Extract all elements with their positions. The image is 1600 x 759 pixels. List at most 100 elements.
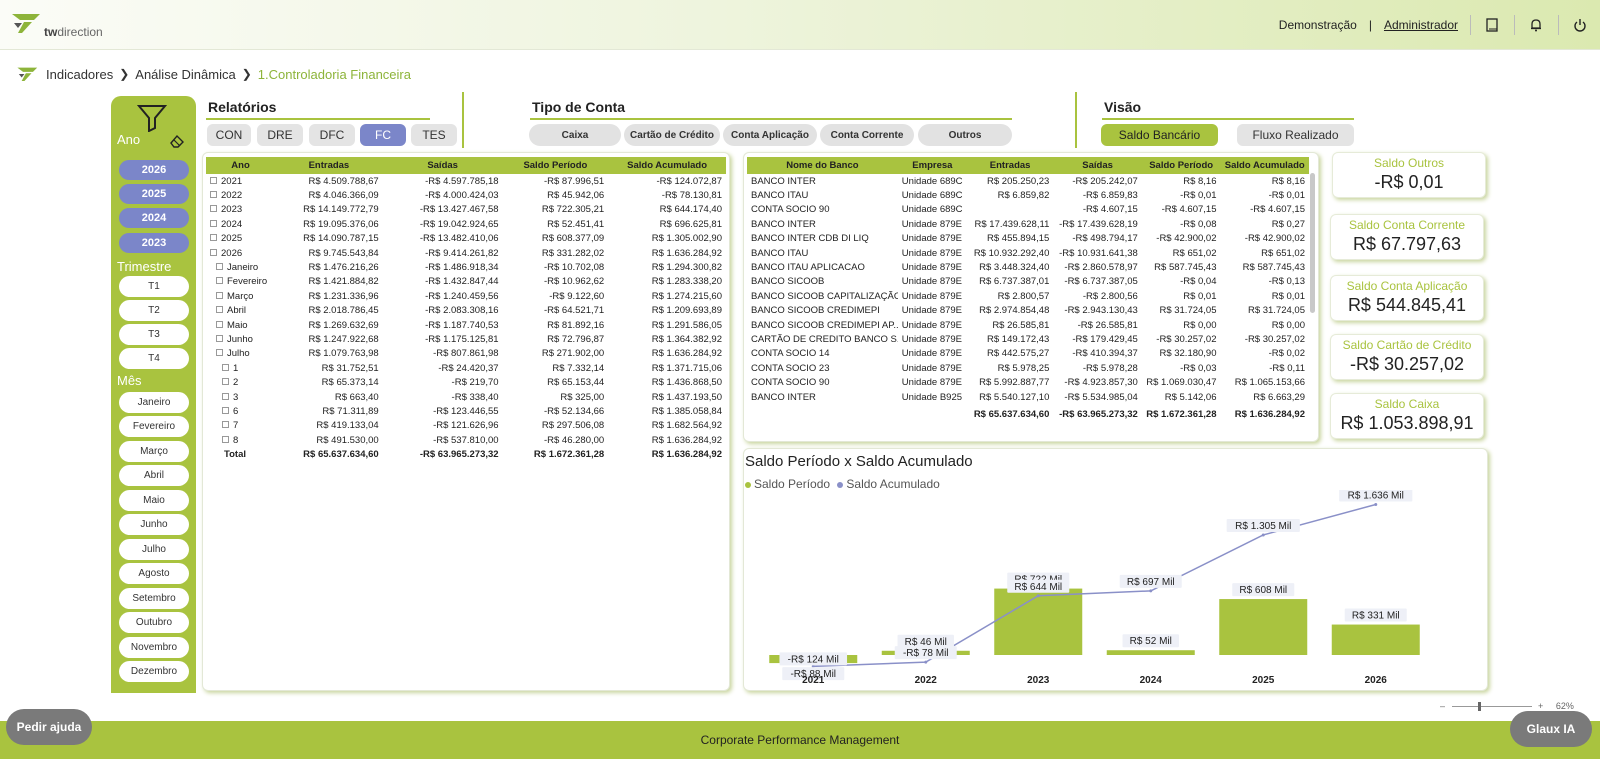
table-row[interactable]: CONTA SOCIO 14 Unidade 879E R$ 442.575,27 -… bbox=[747, 347, 1309, 361]
col-ano[interactable]: Ano bbox=[206, 157, 276, 174]
trimestre-t1-button[interactable]: T1 bbox=[119, 276, 189, 297]
table-row[interactable]: Abril R$ 2.018.786,45 -R$ 2.083.308,16 -R$ … bbox=[206, 304, 726, 318]
expand-icon[interactable] bbox=[210, 234, 217, 242]
visao-fluxo-realizado-button[interactable]: Fluxo Realizado bbox=[1237, 124, 1354, 146]
mes-abril-button[interactable]: Abril bbox=[119, 465, 189, 486]
tab-fc[interactable]: FC bbox=[360, 124, 406, 146]
bar-saldo-periodo[interactable] bbox=[1331, 624, 1420, 655]
expand-icon[interactable] bbox=[216, 306, 223, 314]
legend-saldo-acumulado[interactable]: Saldo Acumulado bbox=[846, 477, 940, 491]
mes-setembro-button[interactable]: Setembro bbox=[119, 588, 189, 609]
home-logo-icon[interactable] bbox=[16, 65, 40, 83]
point-saldo-acumulado[interactable] bbox=[1036, 594, 1040, 598]
demo-label[interactable]: Demonstração bbox=[1278, 18, 1357, 32]
row-label[interactable]: Julho bbox=[206, 347, 275, 361]
mes-junho-button[interactable]: Junho bbox=[119, 514, 189, 535]
expand-icon[interactable] bbox=[216, 320, 223, 328]
table-row[interactable]: 6 R$ 71.311,89 -R$ 123.446,55 -R$ 52.134,66… bbox=[206, 404, 726, 418]
expand-icon[interactable] bbox=[222, 363, 229, 371]
zoom-out-icon[interactable]: – bbox=[1440, 701, 1446, 711]
col-saldo-periodo[interactable]: Saldo Período bbox=[502, 157, 609, 174]
book-icon[interactable] bbox=[1470, 15, 1502, 35]
tipo-corrente-button[interactable]: Conta Corrente bbox=[820, 124, 914, 146]
table-row[interactable]: CONTA SOCIO 90 Unidade 879E R$ 5.992.887,7… bbox=[747, 375, 1309, 389]
expand-icon[interactable] bbox=[222, 406, 229, 414]
table-row[interactable]: 8 R$ 491.530,00 -R$ 537.810,00 -R$ 46.280,0… bbox=[206, 433, 726, 447]
expand-icon[interactable] bbox=[210, 205, 217, 213]
table-row[interactable]: Junho R$ 1.247.922,68 -R$ 1.175.125,81 R$ 7… bbox=[206, 332, 726, 346]
glaux-ai-button[interactable]: Glaux IA bbox=[1510, 711, 1592, 747]
row-label[interactable]: 8 bbox=[206, 433, 275, 447]
table-row[interactable]: BANCO INTER Unidade 689C R$ 205.250,23 -R$ … bbox=[747, 174, 1309, 188]
admin-link[interactable]: Administrador bbox=[1383, 18, 1458, 32]
expand-icon[interactable] bbox=[210, 191, 217, 199]
table-row[interactable]: 1 R$ 31.752,51 -R$ 24.420,37 R$ 7.332,14 R$ … bbox=[206, 361, 726, 375]
expand-icon[interactable] bbox=[210, 219, 217, 227]
col-entradas[interactable]: Entradas bbox=[966, 157, 1054, 174]
bell-icon[interactable] bbox=[1514, 15, 1546, 35]
trimestre-t3-button[interactable]: T3 bbox=[119, 324, 189, 345]
col-saldo-acumulado[interactable]: Saldo Acumulado bbox=[1220, 157, 1309, 174]
col-saidas[interactable]: Saídas bbox=[1053, 157, 1142, 174]
table-row[interactable]: 2021 R$ 4.509.788,67 -R$ 4.597.785,18 -R$ 8… bbox=[206, 174, 726, 188]
row-label[interactable]: Junho bbox=[206, 332, 275, 346]
mes-fevereiro-button[interactable]: Fevereiro bbox=[119, 416, 189, 437]
year-2024-button[interactable]: 2024 bbox=[119, 208, 189, 228]
year-2023-button[interactable]: 2023 bbox=[119, 233, 189, 253]
table-row[interactable]: 2022 R$ 4.046.366,09 -R$ 4.000.424,03 R$ 45… bbox=[206, 188, 726, 202]
table-row[interactable]: CONTA SOCIO 23 Unidade 879E R$ 5.978,25 -R$… bbox=[747, 361, 1309, 375]
row-label[interactable]: 2021 bbox=[206, 174, 275, 188]
year-2025-button[interactable]: 2025 bbox=[119, 184, 189, 204]
table-row[interactable]: 7 R$ 419.133,04 -R$ 121.626,96 R$ 297.506,0… bbox=[206, 419, 726, 433]
breadcrumb-analise[interactable]: Análise Dinâmica bbox=[135, 66, 236, 82]
tipo-caixa-button[interactable]: Caixa bbox=[529, 124, 621, 146]
tab-dre[interactable]: DRE bbox=[257, 124, 303, 146]
row-label[interactable]: 2022 bbox=[206, 188, 275, 202]
point-saldo-acumulado[interactable] bbox=[1374, 502, 1378, 506]
point-saldo-acumulado[interactable] bbox=[1261, 533, 1265, 537]
help-button[interactable]: Pedir ajuda bbox=[6, 709, 92, 745]
power-icon[interactable] bbox=[1558, 15, 1590, 35]
expand-icon[interactable] bbox=[222, 421, 229, 429]
row-label[interactable]: 1 bbox=[206, 361, 275, 375]
row-label[interactable]: 7 bbox=[206, 419, 275, 433]
expand-icon[interactable] bbox=[210, 176, 217, 184]
year-2026-button[interactable]: 2026 bbox=[119, 160, 189, 180]
mes-novembro-button[interactable]: Novembro bbox=[119, 637, 189, 658]
expand-icon[interactable] bbox=[216, 277, 223, 285]
point-saldo-acumulado[interactable] bbox=[924, 660, 928, 664]
table-row[interactable]: BANCO INTER Unidade B925 R$ 5.540.127,10 -R… bbox=[747, 390, 1309, 404]
table-row[interactable]: Julho R$ 1.079.763,98 -R$ 807.861,98 R$ 271… bbox=[206, 347, 726, 361]
table-row[interactable]: Janeiro R$ 1.476.216,26 -R$ 1.486.918,34 -R… bbox=[206, 260, 726, 274]
table-row[interactable]: Maio R$ 1.269.632,69 -R$ 1.187.740,53 R$ 81… bbox=[206, 318, 726, 332]
visao-saldo-bancario-button[interactable]: Saldo Bancário bbox=[1101, 124, 1218, 146]
tipo-aplicacao-button[interactable]: Conta Aplicação bbox=[723, 124, 817, 146]
table-row[interactable]: BANCO ITAU Unidade 689C R$ 6.859,82 -R$ 6.8… bbox=[747, 188, 1309, 202]
collapse-icon[interactable] bbox=[216, 349, 223, 357]
table-row[interactable]: 2026 R$ 9.745.543,84 -R$ 9.414.261,82 R$ 33… bbox=[206, 246, 726, 260]
mes-outubro-button[interactable]: Outubro bbox=[119, 612, 189, 633]
bar-saldo-periodo[interactable] bbox=[1106, 650, 1195, 655]
point-saldo-acumulado[interactable] bbox=[1149, 589, 1153, 593]
col-nome-banco[interactable]: Nome do Banco bbox=[747, 157, 898, 174]
col-saldo-acumulado[interactable]: Saldo Acumulado bbox=[608, 157, 726, 174]
expand-icon[interactable] bbox=[222, 435, 229, 443]
expand-icon[interactable] bbox=[216, 291, 223, 299]
table-row[interactable]: CONTA SOCIO 90 Unidade 689C -R$ 4.607,15 -R… bbox=[747, 203, 1309, 217]
row-label[interactable]: 2 bbox=[206, 375, 275, 389]
tipo-cartao-button[interactable]: Cartão de Crédito bbox=[624, 124, 720, 146]
col-empresa[interactable]: Empresa bbox=[897, 157, 967, 174]
table-row[interactable]: Fevereiro R$ 1.421.884,82 -R$ 1.432.847,44… bbox=[206, 275, 726, 289]
table-row[interactable]: 2024 R$ 19.095.376,06 -R$ 19.042.924,65 R$ … bbox=[206, 217, 726, 231]
table-row[interactable]: BANCO ITAU APLICACAO Unidade 879E R$ 3.448… bbox=[747, 260, 1309, 274]
expand-icon[interactable] bbox=[222, 378, 229, 386]
eraser-icon[interactable] bbox=[169, 134, 185, 148]
table-row[interactable]: BANCO SICOOB CAPITALIZAÇÃO Unidade 879E R$… bbox=[747, 289, 1309, 303]
zoom-control[interactable]: – + 62% bbox=[1440, 701, 1574, 712]
table-row[interactable]: BANCO SICOOB Unidade 879E R$ 6.737.387,01 -… bbox=[747, 275, 1309, 289]
mes-dezembro-button[interactable]: Dezembro bbox=[119, 661, 189, 682]
row-label[interactable]: 2023 bbox=[206, 203, 275, 217]
row-label[interactable]: 3 bbox=[206, 390, 275, 404]
table-row[interactable]: 2025 R$ 14.090.787,15 -R$ 13.482.410,06 R$ … bbox=[206, 232, 726, 246]
expand-icon[interactable] bbox=[216, 263, 223, 271]
